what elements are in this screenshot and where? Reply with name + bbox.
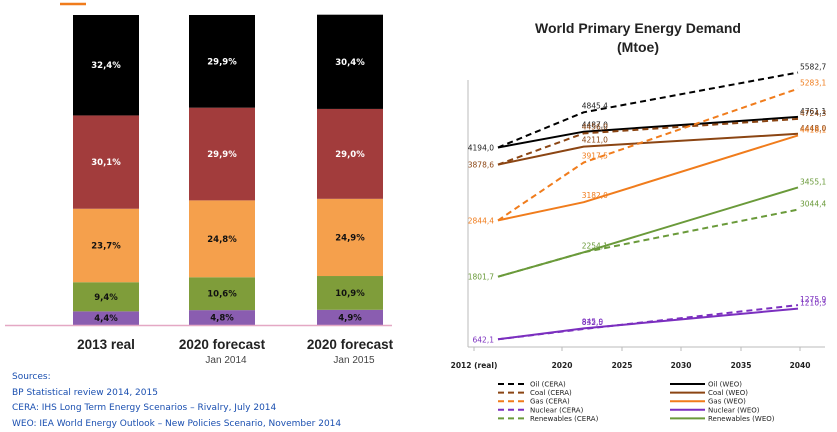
segment-label: 23,7% bbox=[91, 241, 121, 251]
category-label: 2020 forecast bbox=[179, 337, 266, 352]
chart-subtitle: (Mtoe) bbox=[617, 39, 659, 55]
legend-label: Gas (CERA) bbox=[530, 398, 570, 406]
series-line bbox=[498, 210, 798, 277]
segment-label: 29,0% bbox=[335, 150, 365, 160]
data-label: 3917,5 bbox=[582, 151, 608, 160]
data-label: 4211,0 bbox=[582, 136, 608, 145]
x-tick-label: 2025 bbox=[612, 361, 633, 370]
series-line bbox=[498, 135, 798, 220]
energy-demand-line-chart: World Primary Energy Demand (Mtoe) 2012 (r… bbox=[440, 0, 837, 426]
data-label: 1210,3 bbox=[800, 299, 826, 308]
segment-label: 4,8% bbox=[210, 314, 234, 324]
data-label: 5582,7 bbox=[800, 63, 826, 72]
data-label: 4724,3 bbox=[800, 109, 826, 118]
category-label: 2020 forecast bbox=[307, 337, 394, 352]
segment-label: 4,4% bbox=[94, 314, 118, 324]
data-label: 3455,1 bbox=[800, 177, 826, 186]
data-label: 4418,1 bbox=[800, 125, 826, 134]
x-tick-label: 2030 bbox=[671, 361, 692, 370]
data-label: 2254,1 bbox=[582, 241, 608, 250]
data-label: 4456,0 bbox=[582, 122, 608, 131]
segment-label: 24,9% bbox=[335, 233, 365, 243]
segment-label: 24,8% bbox=[207, 235, 237, 245]
x-tick-label: 2035 bbox=[731, 361, 752, 370]
data-label: 845,0 bbox=[582, 317, 604, 326]
segment-label: 4,9% bbox=[338, 313, 362, 323]
data-label: 3878,6 bbox=[468, 161, 494, 170]
legend-label: Nuclear (CERA) bbox=[530, 406, 584, 414]
data-label: 3044,4 bbox=[800, 200, 826, 209]
data-label: 1801,7 bbox=[468, 273, 494, 282]
data-label: 5283,1 bbox=[800, 79, 826, 88]
series-line bbox=[498, 187, 798, 276]
segment-label: 9,4% bbox=[94, 293, 118, 303]
legend-label: Oil (WEO) bbox=[708, 381, 742, 389]
segment-label: 30,1% bbox=[91, 158, 121, 168]
x-tick-label: 2020 bbox=[552, 361, 573, 370]
sources-line: CERA: IHS Long Term Energy Scenarios – R… bbox=[12, 401, 341, 417]
series-line bbox=[498, 119, 798, 165]
legend-label: Oil (CERA) bbox=[530, 381, 566, 389]
segment-label: 10,9% bbox=[335, 289, 365, 299]
data-label: 4194,0 bbox=[468, 144, 494, 153]
data-label: 642,1 bbox=[473, 335, 495, 344]
x-tick-label: 2040 bbox=[790, 361, 811, 370]
sources-note: Sources: BP Statistical review 2014, 201… bbox=[12, 370, 341, 432]
segment-label: 10,6% bbox=[207, 290, 237, 300]
legend-label: Coal (CERA) bbox=[530, 389, 572, 397]
data-label: 3182,0 bbox=[582, 191, 608, 200]
legend-label: Renewables (CERA) bbox=[530, 415, 599, 423]
legend-label: Nuclear (WEO) bbox=[708, 406, 760, 414]
stacked-share-chart: 4,4% 9,4% 23,7% 30,1% 32,4% 4,8% 10,6% 24,8% 29,… bbox=[0, 0, 440, 370]
segment-label: 32,4% bbox=[91, 61, 121, 71]
data-label: 2844,4 bbox=[468, 216, 494, 225]
segment-label: 30,4% bbox=[335, 58, 365, 68]
legend-label: Coal (WEO) bbox=[708, 389, 748, 397]
legend-label: Gas (WEO) bbox=[708, 398, 746, 406]
category-subtitle: Jan 2014 bbox=[205, 355, 247, 366]
x-tick-label: 2012 (real) bbox=[451, 361, 498, 370]
category-label: 2013 real bbox=[77, 337, 135, 352]
sources-line: Sources: bbox=[12, 370, 341, 386]
data-label: 4845,4 bbox=[582, 101, 608, 110]
sources-line: BP Statistical review 2014, 2015 bbox=[12, 386, 341, 402]
legend-label: Renewables (WEO) bbox=[708, 415, 775, 423]
chart-title: World Primary Energy Demand bbox=[535, 20, 741, 36]
segment-label: 29,9% bbox=[207, 150, 237, 160]
category-subtitle: Jan 2015 bbox=[333, 355, 375, 366]
sources-line: WEO: IEA World Energy Outlook – New Poli… bbox=[12, 417, 341, 432]
segment-label: 29,9% bbox=[207, 57, 237, 67]
